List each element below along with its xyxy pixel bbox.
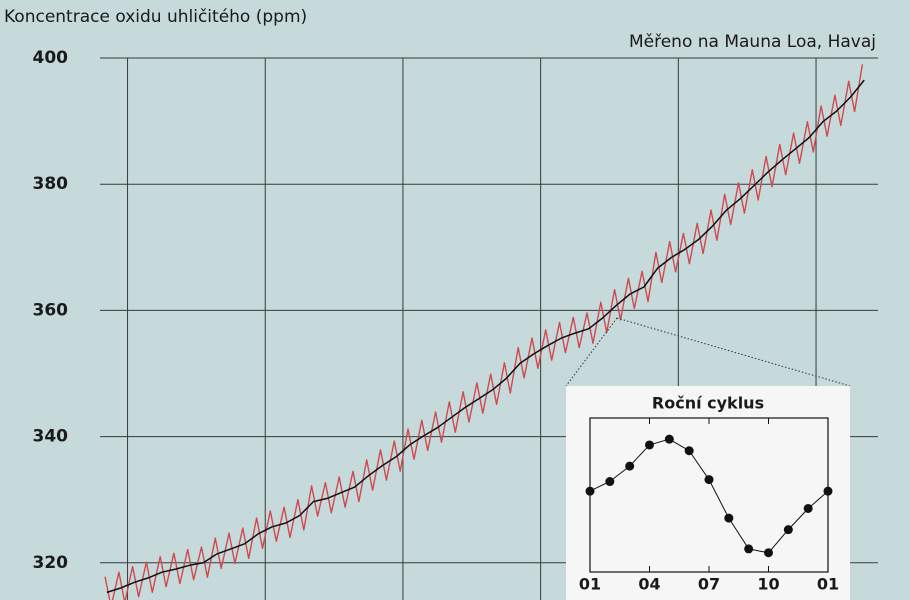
x-tick-label: 01 [579,575,601,594]
y-tick-label: 400 [33,48,69,68]
inset-panel [566,386,850,600]
data-point [744,544,754,554]
data-point [803,503,813,513]
data-point [764,548,773,558]
y-tick-label: 360 [33,300,69,320]
data-point [585,486,595,496]
x-tick-label: 10 [757,575,779,594]
data-point [605,477,615,487]
y-tick-label: 340 [33,427,69,447]
data-point [783,525,793,535]
y-tick-label: 380 [33,174,69,194]
data-point [684,446,694,456]
data-line [106,79,865,594]
x-tick-label: 07 [698,575,720,594]
x-tick-label: 04 [638,575,660,594]
connector [616,317,851,387]
data-point [823,486,833,496]
inset-title: Roční cyklus [652,394,764,413]
main-plot: 320 340 360 380 400 [33,48,878,600]
data-point [645,440,654,450]
chart-subtitle: Měřeno na Mauna Loa, Havaj [629,32,876,52]
data-point [625,461,635,471]
connector [565,317,618,387]
data-point [704,475,714,485]
data-point [724,513,734,523]
inset-plot: 01 04 07 10 01 [579,417,839,594]
data-line [104,64,864,600]
y-tick-label: 320 [33,553,69,573]
chart-title: Koncentrace oxidu uhličitého (ppm) [4,7,307,27]
x-tick-label: 01 [817,575,839,594]
data-point [664,434,674,444]
